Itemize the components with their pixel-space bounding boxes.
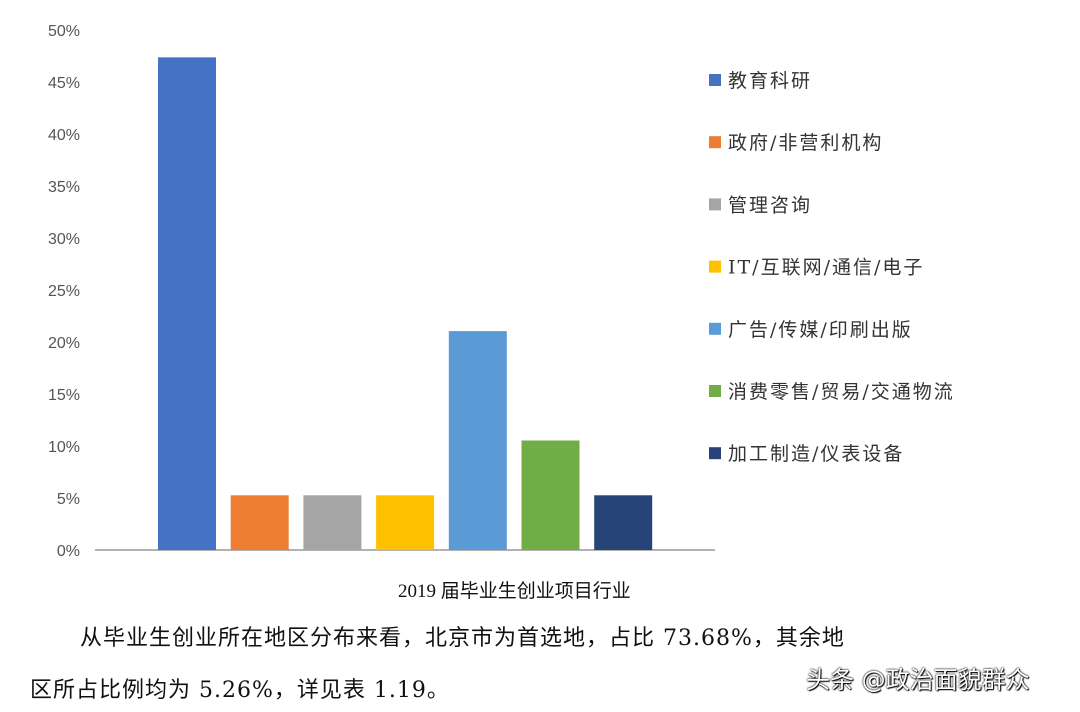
bar <box>230 495 289 550</box>
legend-swatch <box>709 198 721 211</box>
y-tick-label: 25% <box>48 283 80 300</box>
bar <box>521 440 580 550</box>
watermark: 头条 @政治面貌群众 <box>806 666 1030 694</box>
y-tick-label: 0% <box>57 543 80 560</box>
legend-swatch <box>709 74 721 86</box>
legend-swatch <box>709 447 721 460</box>
bar <box>448 331 507 550</box>
bar-chart: 0% 5% 10% 15% 20% 25% 30% 35% 40% 45% 50% 教育科研政府/非… <box>48 23 955 560</box>
body-paragraph-line-2: 区所占比例均为 5.26%，详见表 1.19。 <box>30 678 450 703</box>
legend-label: 消费零售/贸易/交通物流 <box>728 381 955 403</box>
y-tick-label: 10% <box>48 439 80 456</box>
y-tick-label: 45% <box>48 75 80 92</box>
legend-swatch <box>709 136 721 149</box>
y-tick-label: 35% <box>48 179 80 196</box>
bar <box>158 57 216 551</box>
chart-title: 2019 届毕业生创业项目行业 <box>398 581 631 602</box>
legend-label: 管理咨询 <box>728 194 812 216</box>
y-tick-label: 20% <box>48 335 80 352</box>
legend-label: 教育科研 <box>728 70 812 92</box>
y-tick-label: 50% <box>48 23 80 40</box>
legend-label: 加工制造/仪表设备 <box>728 443 904 465</box>
y-tick-label: 30% <box>48 231 80 248</box>
y-tick-label: 5% <box>57 491 80 508</box>
legend-swatch <box>709 260 721 273</box>
bar <box>594 495 653 550</box>
y-tick-label: 15% <box>48 387 80 404</box>
legend-label: 广告/传媒/印刷出版 <box>728 319 913 341</box>
body-paragraph-line-1: 从毕业生创业所在地区分布来看，北京市为首选地，占比 73.68%，其余地 <box>80 626 845 651</box>
y-tick-label: 40% <box>48 127 80 144</box>
legend-label: 政府/非营利机构 <box>728 132 883 154</box>
legend-swatch <box>709 322 721 335</box>
bar <box>376 495 435 550</box>
legend-label: IT/互联网/通信/电子 <box>728 257 924 279</box>
legend-swatch <box>709 385 721 397</box>
bar <box>303 495 362 550</box>
